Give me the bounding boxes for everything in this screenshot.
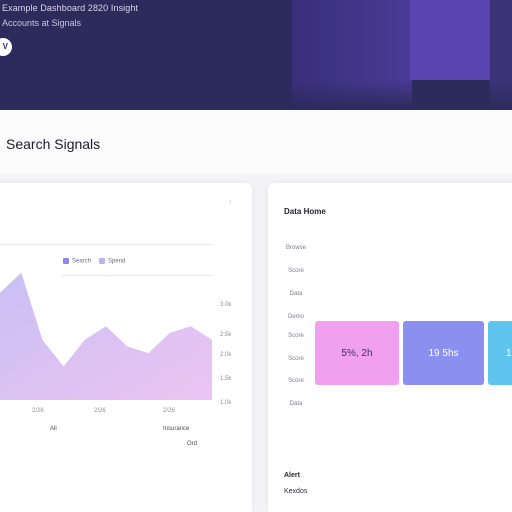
metric-tile[interactable]: 1 (488, 321, 512, 385)
legend-item[interactable]: Spend (99, 258, 125, 265)
tile-value: 1 (506, 347, 512, 359)
metric-tile[interactable]: 5%, 2h (315, 321, 399, 385)
x-note: Ord (187, 441, 198, 447)
row-label: Score (288, 378, 304, 384)
chart-area-series (0, 272, 212, 400)
banner-subtitle: Accounts at Signals (2, 18, 82, 28)
row-label: Browse (285, 245, 306, 251)
legend-swatch-icon (63, 258, 69, 264)
card-menu-icon[interactable]: ‹ (229, 197, 232, 206)
header-banner: Example Dashboard 2820 Insight Accounts … (0, 0, 512, 110)
footer-value: Kexdos (284, 488, 308, 495)
y-tick-label: 2.0k (220, 352, 232, 358)
divider (62, 275, 212, 276)
tile-value: 5%, 2h (341, 347, 373, 359)
row-label: Score (288, 268, 304, 274)
x-tick-label: 2/26 (94, 408, 106, 414)
banner-fade (0, 80, 512, 110)
y-tick-label: 3.0k (220, 302, 232, 308)
legend-label: Spend (108, 258, 126, 265)
section-header (0, 110, 512, 174)
y-tick-label: 1.0k (220, 400, 232, 406)
card-title: Data Home (284, 207, 326, 216)
y-tick-label: 2.5k (220, 332, 232, 338)
divider (0, 244, 212, 245)
footer-label: Alert (284, 472, 300, 479)
banner-title: Example Dashboard 2820 Insight (2, 3, 139, 13)
legend-label: Search (72, 258, 92, 265)
banner-glow (410, 0, 490, 80)
chart-legend: Search Spend (63, 258, 125, 265)
tile-value: 19 5hs (428, 347, 459, 359)
row-label: Score (288, 356, 304, 362)
legend-item[interactable]: Search (63, 258, 91, 265)
x-tick-label: 2/26 (163, 408, 175, 414)
row-label: Score (288, 333, 304, 339)
area-chart (0, 272, 212, 400)
row-label: Data (289, 291, 303, 297)
x-note: Insurance (163, 426, 190, 432)
page-title: Search Signals (6, 136, 101, 152)
banner-action-button[interactable]: V (0, 38, 12, 56)
metric-tile[interactable]: 19 5hs (403, 321, 484, 385)
y-tick-label: 1.5k (220, 376, 232, 382)
row-label: Demo (287, 314, 304, 320)
row-label: Data (289, 401, 303, 407)
x-tick-label: 2/26 (32, 408, 44, 414)
legend-swatch-icon (99, 258, 106, 264)
x-note: All (50, 426, 57, 432)
